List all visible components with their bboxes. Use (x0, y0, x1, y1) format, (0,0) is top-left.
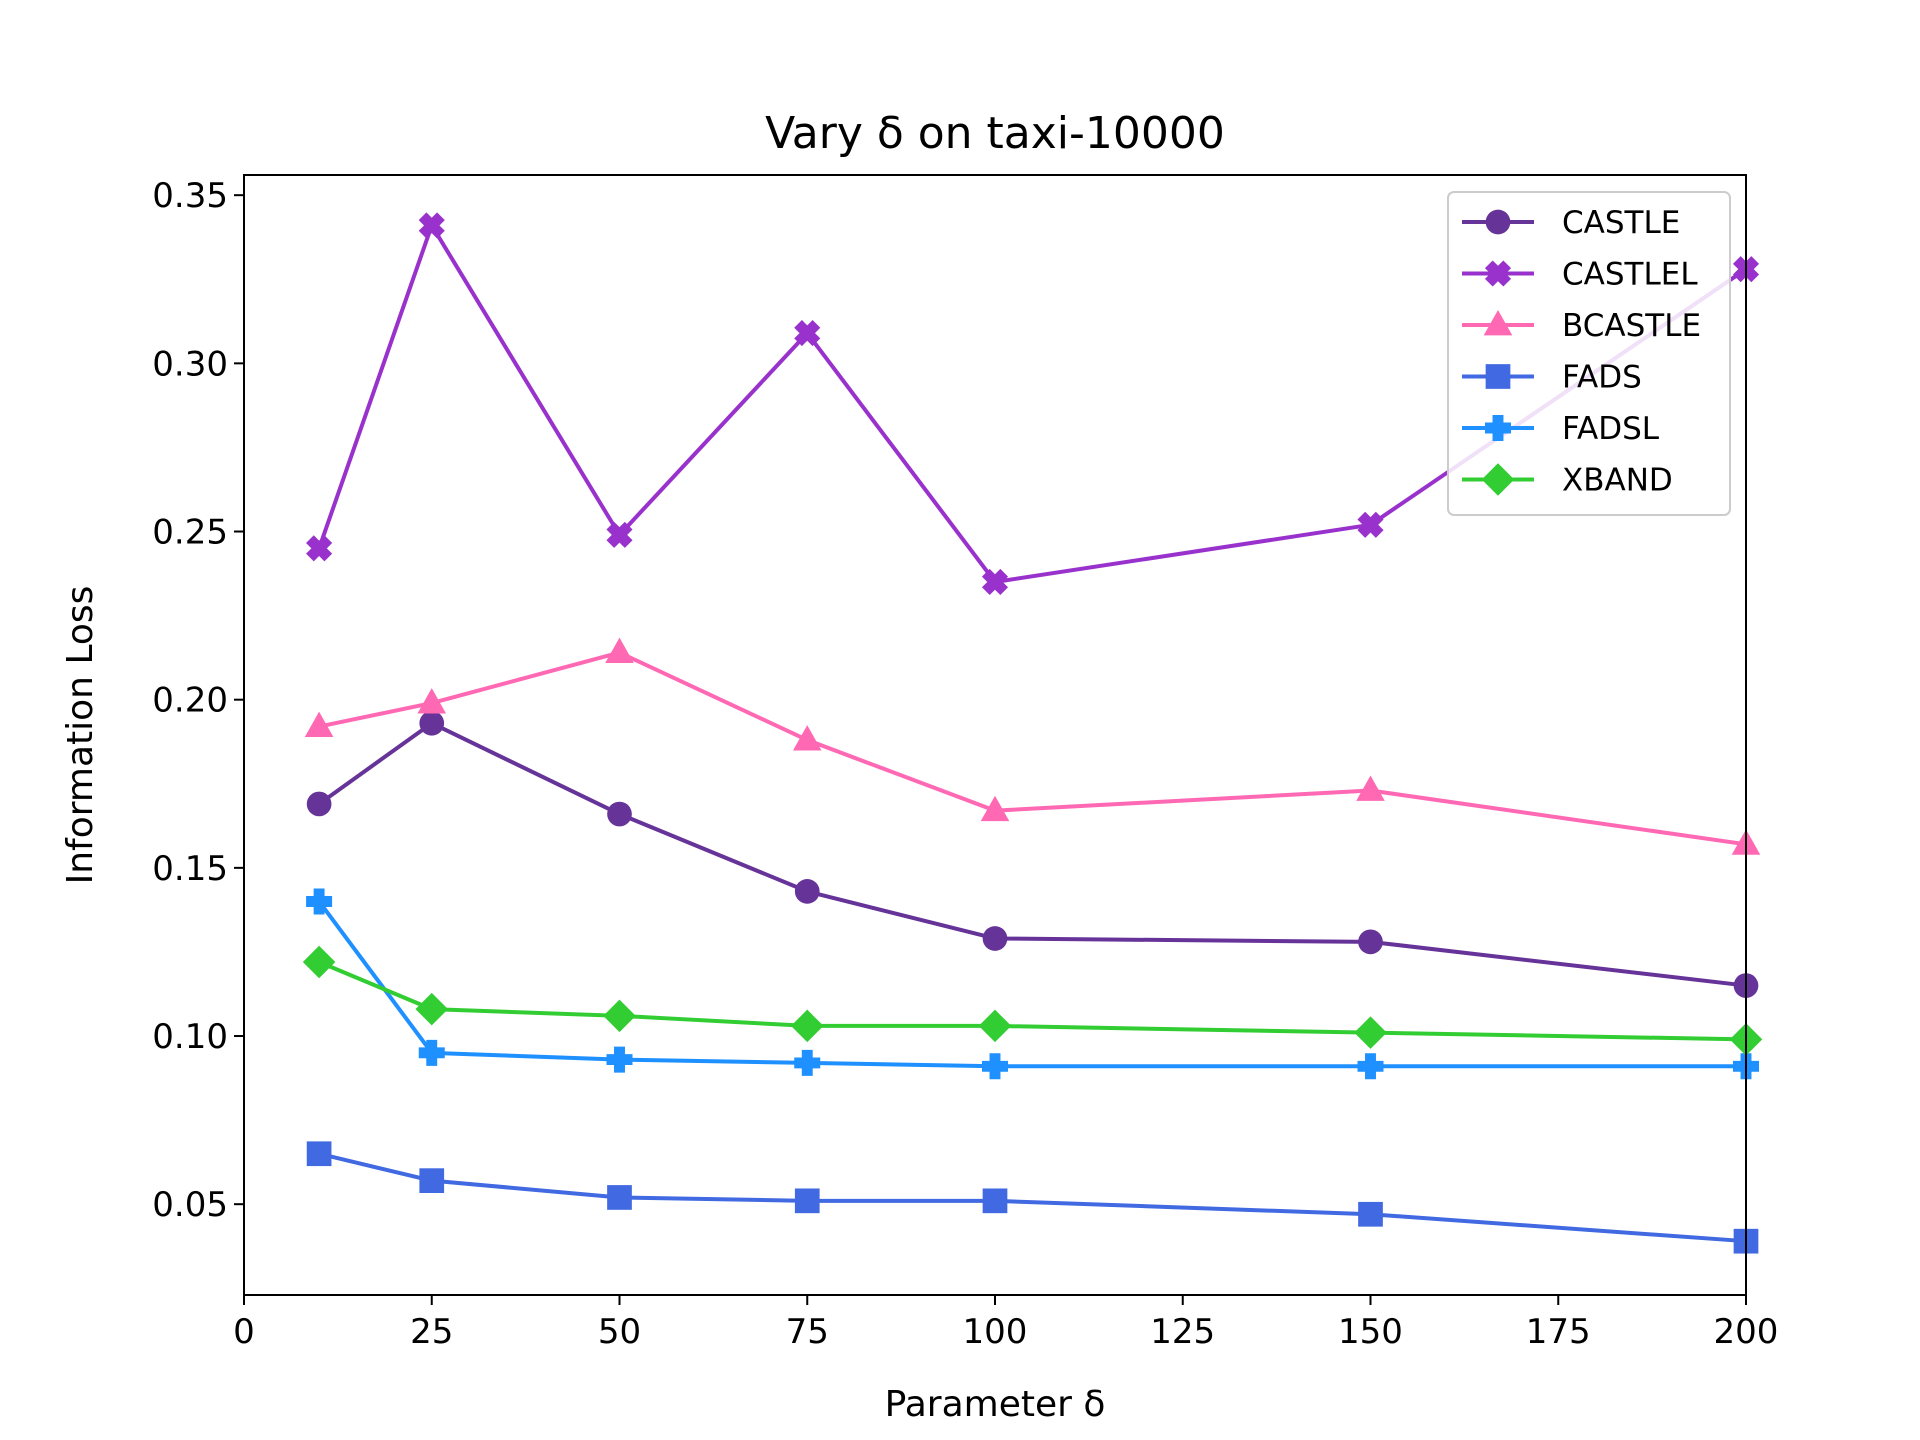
data-point (417, 688, 447, 714)
y-tick-label: 0.05 (152, 1185, 228, 1225)
data-point (607, 801, 632, 827)
data-point (1357, 511, 1384, 538)
legend-entry: CASTLEL (1462, 257, 1698, 293)
series-xband (302, 945, 1763, 1056)
data-point (1357, 1053, 1384, 1080)
data-point (603, 999, 636, 1033)
x-tick-label: 75 (786, 1312, 829, 1352)
legend-entry: FADS (1462, 360, 1642, 396)
legend-entry: FADSL (1462, 411, 1660, 447)
data-point (306, 791, 332, 817)
data-point (794, 1049, 821, 1076)
legend-marker (1481, 463, 1515, 496)
data-point (791, 1009, 824, 1043)
data-point (978, 1009, 1012, 1043)
y-axis-ticks: 0.05 0.10 0.15 0.20 0.25 0.30 0.35 (152, 176, 244, 1225)
data-point (794, 879, 820, 904)
series-castlel (306, 212, 1760, 596)
legend-label: XBAND (1562, 463, 1673, 499)
data-point (302, 945, 336, 979)
legend: CASTLE CASTLEL BCASTLE FADS FADSL XBAND (1447, 191, 1731, 516)
data-point (418, 212, 445, 239)
data-point (607, 1185, 632, 1210)
y-tick-label: 0.15 (152, 849, 228, 889)
legend-marker (1483, 310, 1513, 336)
data-point (606, 521, 633, 548)
data-point (418, 1039, 445, 1066)
data-point (419, 710, 445, 736)
legend-label: FADS (1562, 360, 1642, 396)
x-tick-label: 150 (1338, 1312, 1403, 1352)
data-point (792, 725, 822, 751)
data-point (980, 795, 1010, 822)
data-point (1354, 1016, 1387, 1049)
data-point (1358, 1201, 1383, 1227)
legend-marker (1485, 415, 1511, 441)
data-point (794, 320, 821, 347)
data-point (982, 1188, 1008, 1214)
x-tick-label: 25 (410, 1312, 453, 1352)
legend-marker (1484, 260, 1512, 287)
x-axis-label: Parameter δ (885, 1384, 1106, 1425)
data-point (794, 1188, 820, 1214)
data-point (606, 1046, 633, 1073)
legend-label: FADSL (1562, 411, 1660, 447)
legend-entry: BCASTLE (1462, 308, 1701, 344)
data-point (605, 637, 634, 663)
data-point (982, 1053, 1008, 1080)
legend-label: CASTLE (1562, 205, 1680, 241)
axes-frame (243, 174, 1747, 1296)
data-point (982, 926, 1008, 951)
x-tick-label: 100 (963, 1312, 1028, 1352)
x-axis-ticks: 0 25 50 75 100 125 150 175 200 (233, 1295, 1778, 1352)
y-axis-label: Information Loss (60, 586, 101, 885)
data-point (1358, 929, 1383, 955)
data-point (419, 1168, 445, 1193)
legend-marker (1485, 209, 1511, 235)
data-point (981, 568, 1009, 596)
data-point (306, 535, 333, 562)
data-point (306, 888, 333, 915)
y-tick-label: 0.35 (152, 176, 228, 216)
legend-marker (1485, 364, 1511, 389)
data-point (415, 992, 448, 1026)
x-tick-label: 200 (1714, 1312, 1779, 1352)
x-tick-label: 50 (598, 1312, 641, 1352)
data-point (1356, 775, 1385, 801)
legend-entry: CASTLE (1462, 205, 1680, 241)
legend-label: CASTLEL (1562, 257, 1698, 293)
data-point (306, 1141, 332, 1167)
y-tick-label: 0.25 (152, 513, 228, 553)
y-tick-label: 0.20 (152, 681, 228, 721)
legend-label: BCASTLE (1562, 308, 1701, 344)
x-tick-label: 175 (1526, 1312, 1591, 1352)
chart-title: Vary δ on taxi-10000 (765, 108, 1225, 159)
x-tick-label: 0 (233, 1312, 255, 1352)
y-tick-label: 0.10 (152, 1017, 228, 1057)
legend-entry: XBAND (1462, 463, 1673, 499)
x-tick-label: 125 (1150, 1312, 1215, 1352)
y-tick-label: 0.30 (152, 344, 228, 384)
data-point (304, 711, 334, 737)
